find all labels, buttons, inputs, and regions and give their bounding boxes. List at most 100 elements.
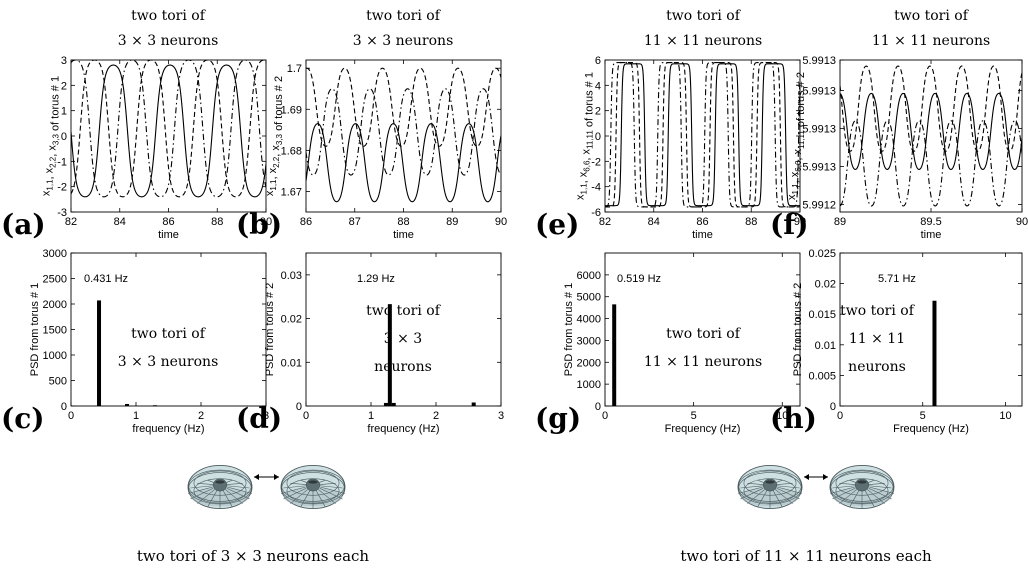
y-axis-label: PSD from torus # 1 <box>29 283 41 377</box>
y-tick-label: 5.9913 <box>802 55 836 67</box>
x-tick-label: 90 <box>1016 216 1028 228</box>
x-tick-label: 5 <box>691 410 697 422</box>
y-tick-label: 6 <box>595 55 601 67</box>
x-tick-label: 82 <box>599 216 611 228</box>
psd-bar-4 <box>471 402 476 406</box>
y-axis-label: PSD from torus # 2 <box>792 283 804 377</box>
x-tick-label: 82 <box>65 216 77 228</box>
y-tick-label: 2000 <box>577 357 601 369</box>
series-line-1 <box>306 123 501 203</box>
peak-frequency-label: 0.431 Hz <box>84 273 128 285</box>
x-tick-label: 10 <box>999 410 1011 422</box>
illustration-caption: two tori of 3 × 3 neurons each <box>137 547 370 565</box>
y-tick-label: 0.01 <box>815 340 836 352</box>
y-tick-label: 2500 <box>43 274 67 286</box>
panel-header: 3 × 3 neurons <box>118 33 219 49</box>
x-tick-label: 1 <box>133 410 139 422</box>
y-tick-label: 4000 <box>577 314 601 326</box>
y-tick-label: 1500 <box>43 325 67 337</box>
x-axis-label: time <box>692 229 713 241</box>
x-tick-label: 90 <box>260 216 272 228</box>
panel-label-g: (g) <box>535 402 581 435</box>
y-tick-label: 2 <box>61 80 67 92</box>
panel-label-h: (h) <box>770 402 817 435</box>
y-tick-label: 1 <box>61 106 67 118</box>
panel-inset-text: two tori of <box>666 326 742 342</box>
x-tick-label: 84 <box>648 216 660 228</box>
panel-inset-text: 3 × 3 <box>384 331 422 347</box>
axes-frame <box>839 252 1023 407</box>
y-tick-label: 2 <box>595 106 601 118</box>
x-tick-label: 5 <box>920 410 926 422</box>
panel-label-c: (c) <box>1 402 45 435</box>
axes-frame <box>839 59 1023 213</box>
panel-inset-text: two tori of <box>366 303 442 319</box>
psd-bar-2 <box>383 402 388 406</box>
x-tick-label: 88 <box>397 216 409 228</box>
y-tick-label: 3000 <box>577 335 601 347</box>
panel-header: 3 × 3 neurons <box>353 33 454 49</box>
panel-label-a: (a) <box>1 208 46 241</box>
arrowhead-left-icon <box>804 474 809 480</box>
panel-header: two tori of <box>131 8 207 24</box>
x-tick-label: 1 <box>368 410 374 422</box>
x-tick-label: 0 <box>837 410 843 422</box>
panel-inset-text: 11 × 11 <box>849 331 905 347</box>
y-tick-label: 0 <box>595 401 601 413</box>
y-tick-label: 0.02 <box>281 314 302 326</box>
y-tick-label: -1 <box>57 156 67 168</box>
psd-bar-1 <box>97 300 102 406</box>
y-tick-label: 0 <box>61 131 67 143</box>
series-line-3 <box>71 60 266 198</box>
y-tick-label: 2000 <box>43 299 67 311</box>
y-tick-label: 5.9913 <box>802 85 836 97</box>
y-tick-label: 0 <box>61 401 67 413</box>
psd-bar-1 <box>387 304 392 406</box>
arrowhead-right-icon <box>274 474 279 480</box>
y-tick-label: 1.7 <box>287 63 302 75</box>
y-tick-label: 0 <box>830 401 836 413</box>
panel-d: 0 1 2 3 0 0.01 0.02 0.03 frequency (Hz) PSD from … <box>236 252 504 435</box>
y-tick-label: 0.015 <box>808 309 836 321</box>
y-tick-label: 0.02 <box>815 279 836 291</box>
y-axis-label: PSD from torus # 2 <box>264 283 276 377</box>
y-tick-label: 0.01 <box>281 357 302 369</box>
x-tick-label: 88 <box>745 216 757 228</box>
y-tick-label: 5.9913 <box>802 123 836 135</box>
y-tick-label: 0.03 <box>281 270 302 282</box>
y-tick-label: -2 <box>57 182 67 194</box>
x-tick-label: 87 <box>349 216 361 228</box>
panel-inset-text: 3 × 3 neurons <box>118 354 219 370</box>
x-tick-label: 84 <box>114 216 126 228</box>
x-tick-label: 89 <box>834 216 846 228</box>
y-tick-label: 0 <box>296 401 302 413</box>
panel-b: 86 87 88 89 90 1.67 1.68 1.69 1.7 time x1,1, x2,2,… <box>236 8 507 241</box>
series-line-3 <box>306 88 501 176</box>
x-axis-label: time <box>158 229 179 241</box>
y-tick-label: -4 <box>591 182 601 194</box>
x-tick-label: 86 <box>162 216 174 228</box>
panel-f: 89 89.5 90 5.9912 5.9913 5.9913 5.9913 5.9913 ti… <box>770 8 1028 241</box>
y-tick-label: 1.69 <box>281 104 302 116</box>
y-tick-label: -2 <box>591 156 601 168</box>
series-line-1 <box>840 92 1022 170</box>
y-axis-label: x1,1, x2,2, x3,3 of torus # 2 <box>264 76 285 196</box>
x-axis-label: time <box>393 229 414 241</box>
y-tick-label: 3 <box>61 55 67 67</box>
torus-icon <box>829 465 895 510</box>
series-line-3 <box>605 61 800 208</box>
panel-label-d: (d) <box>236 402 282 435</box>
tori-illustration-left: two tori of 3 × 3 neurons each <box>137 465 370 565</box>
panel-inset-text: two tori of <box>840 303 916 319</box>
x-tick-label: 89 <box>446 216 458 228</box>
x-tick-label: 3 <box>498 410 504 422</box>
x-axis-label: frequency (Hz) <box>367 423 439 435</box>
x-tick-label: 90 <box>794 216 806 228</box>
panel-c: 0 1 2 3 0 500 1000 1500 2000 2500 3000 frequency (H… <box>1 248 269 435</box>
panel-header: two tori of <box>894 8 970 24</box>
x-axis-label: frequency (Hz) <box>132 423 204 435</box>
x-tick-label: 90 <box>495 216 507 228</box>
torus-icon <box>737 465 803 510</box>
y-tick-label: 1000 <box>43 350 67 362</box>
